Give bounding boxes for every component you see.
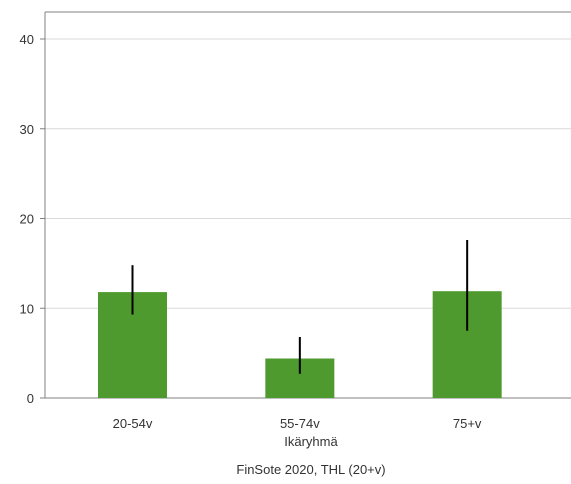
y-tick-label-40: 40 [20,32,34,47]
y-tick-label-30: 30 [20,122,34,137]
x-tick-label-55-74v: 55-74v [280,416,320,431]
y-tick-labels: 0 10 20 30 40 [20,32,34,406]
x-tick-labels: 20-54v 55-74v 75+v [113,416,482,431]
error-bars [131,240,469,374]
y-tick-label-10: 10 [20,301,34,316]
x-tick-label-20-54v: 20-54v [113,416,153,431]
source-label: FinSote 2020, THL (20+v) [236,462,385,477]
y-tick-label-0: 0 [27,391,34,406]
x-tick-label-75+v: 75+v [453,416,482,431]
x-axis-title: Ikäryhmä [284,434,338,449]
gridlines [45,38,571,309]
y-tick-label-20: 20 [20,212,34,227]
